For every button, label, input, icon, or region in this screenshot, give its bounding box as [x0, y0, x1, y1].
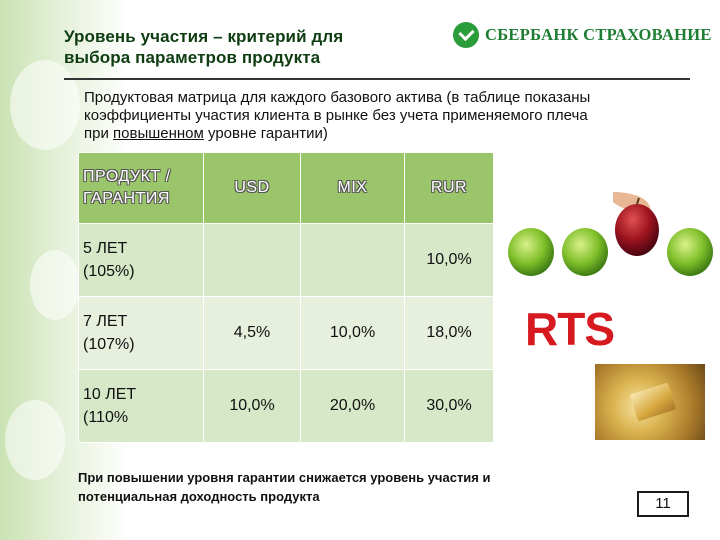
green-apple: [508, 228, 554, 276]
red-apple: [615, 204, 659, 256]
logo-text: СБЕРБАНК СТРАХОВАНИЕ: [485, 25, 712, 44]
row-term-cell: 7 ЛЕТ (107%): [78, 296, 204, 370]
row-term-cell: 10 ЛЕТ (110%: [78, 369, 204, 443]
header-mix: MIX: [300, 152, 405, 224]
row-term: 7 ЛЕТ: [83, 313, 128, 330]
header-usd: USD: [203, 152, 301, 224]
row-term-cell: 5 ЛЕТ (105%): [78, 223, 204, 297]
row-guarantee: (110%: [83, 409, 129, 426]
intro-text-end: уровне гарантии): [203, 125, 328, 142]
header-rur: RUR: [404, 152, 494, 224]
page-number: 11: [637, 491, 689, 517]
row-guarantee: (107%): [83, 336, 135, 353]
footer-line2: потенциальная доходность продукта: [78, 489, 320, 504]
rts-logo: RTS: [525, 303, 615, 355]
cell-rur: 10,0%: [404, 223, 494, 297]
intro-underlined-word: повышенном: [113, 125, 204, 142]
cell-usd: [203, 223, 301, 297]
slide-title: Уровень участия – критерий для выбора па…: [64, 26, 343, 68]
cell-rur: 18,0%: [404, 296, 494, 370]
table-row: 10 ЛЕТ (110% 10,0% 20,0% 30,0%: [78, 369, 494, 443]
cell-mix: 10,0%: [300, 296, 405, 370]
apples-image: [508, 192, 713, 276]
title-divider: [64, 78, 690, 80]
intro-text: Продуктовая матрица для каждого базового…: [84, 89, 591, 142]
row-term: 5 ЛЕТ: [83, 240, 128, 257]
header-guarantee-label: ГАРАНТИЯ: [83, 190, 170, 207]
header-product-label: ПРОДУКТ /: [83, 168, 171, 185]
sberbank-check-icon: [453, 22, 479, 48]
cell-usd: 4,5%: [203, 296, 301, 370]
green-apple: [667, 228, 713, 276]
table-row: 7 ЛЕТ (107%) 4,5% 10,0% 18,0%: [78, 296, 494, 370]
row-guarantee: (105%): [83, 263, 135, 280]
sberbank-insurance-logo: СБЕРБАНК СТРАХОВАНИЕ: [453, 20, 712, 50]
green-apple: [562, 228, 608, 276]
table-header-row: ПРОДУКТ / ГАРАНТИЯ USD MIX RUR: [78, 152, 494, 224]
slide-title-line2: выбора параметров продукта: [64, 48, 321, 67]
footer-note: При повышении уровня гарантии снижается …: [78, 468, 618, 506]
cell-mix: 20,0%: [300, 369, 405, 443]
row-term: 10 ЛЕТ: [83, 386, 137, 403]
product-matrix-table: ПРОДУКТ / ГАРАНТИЯ USD MIX RUR 5 ЛЕТ (10…: [78, 152, 494, 443]
background-blob: [10, 60, 80, 150]
header-product-guarantee: ПРОДУКТ / ГАРАНТИЯ: [78, 152, 204, 224]
footer-line1: При повышении уровня гарантии снижается …: [78, 470, 491, 485]
intro-paragraph: Продуктовая матрица для каждого базового…: [84, 89, 604, 143]
cell-rur: 30,0%: [404, 369, 494, 443]
cell-usd: 10,0%: [203, 369, 301, 443]
gold-bars-image: [595, 364, 705, 440]
background-blob: [5, 400, 65, 480]
table-row: 5 ЛЕТ (105%) 10,0%: [78, 223, 494, 297]
slide-title-line1: Уровень участия – критерий для: [64, 27, 344, 46]
apple-stem: [636, 197, 640, 205]
gold-bar: [629, 382, 677, 422]
background-blob: [30, 250, 80, 320]
cell-mix: [300, 223, 405, 297]
